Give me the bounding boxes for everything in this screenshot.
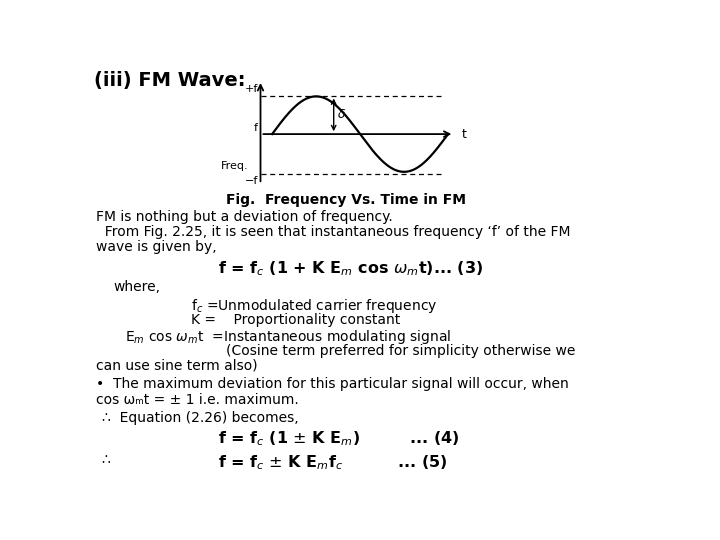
Text: ∴  Equation (2.26) becomes,: ∴ Equation (2.26) becomes,: [102, 411, 298, 426]
Text: K =    Proportionality constant: K = Proportionality constant: [191, 313, 400, 327]
Text: t: t: [462, 127, 467, 140]
Text: where,: where,: [113, 280, 161, 294]
Text: (Cosine term preferred for simplicity otherwise we: (Cosine term preferred for simplicity ot…: [225, 343, 575, 357]
Text: f = f$_c$ (1 $\pm$ K E$_m$)         ... (4): f = f$_c$ (1 $\pm$ K E$_m$) ... (4): [218, 430, 459, 449]
Text: f$_c$ =Unmodulated carrier frequency: f$_c$ =Unmodulated carrier frequency: [191, 298, 437, 315]
Text: can use sine term also): can use sine term also): [96, 359, 258, 373]
Text: •  The maximum deviation for this particular signal will occur, when: • The maximum deviation for this particu…: [96, 377, 569, 392]
Text: f = f$_c$ (1 + K E$_m$ cos $\omega_m$t)... (3): f = f$_c$ (1 + K E$_m$ cos $\omega_m$t).…: [218, 259, 483, 278]
Text: wave is given by,: wave is given by,: [96, 240, 217, 254]
Text: From Fig. 2.25, it is seen that instantaneous frequency ‘f’ of the FM: From Fig. 2.25, it is seen that instanta…: [96, 225, 571, 239]
Text: (iii) FM Wave:: (iii) FM Wave:: [94, 71, 246, 90]
Text: cos ωₘt = ± 1 i.e. maximum.: cos ωₘt = ± 1 i.e. maximum.: [96, 393, 299, 407]
Text: δ: δ: [338, 109, 345, 122]
Text: −f: −f: [245, 176, 258, 186]
Text: ∴: ∴: [102, 453, 110, 467]
Text: Freq.: Freq.: [221, 161, 248, 171]
Text: +f: +f: [245, 84, 258, 94]
Text: E$_m$ cos $\omega_m$t  =Instantaneous modulating signal: E$_m$ cos $\omega_m$t =Instantaneous mod…: [125, 328, 451, 346]
Text: Fig.  Frequency Vs. Time in FM: Fig. Frequency Vs. Time in FM: [226, 193, 466, 207]
Text: FM is nothing but a deviation of frequency.: FM is nothing but a deviation of frequen…: [96, 210, 393, 224]
Text: f: f: [254, 123, 258, 132]
Text: f = f$_c$ $\pm$ K E$_m$f$_c$          ... (5): f = f$_c$ $\pm$ K E$_m$f$_c$ ... (5): [218, 453, 448, 471]
